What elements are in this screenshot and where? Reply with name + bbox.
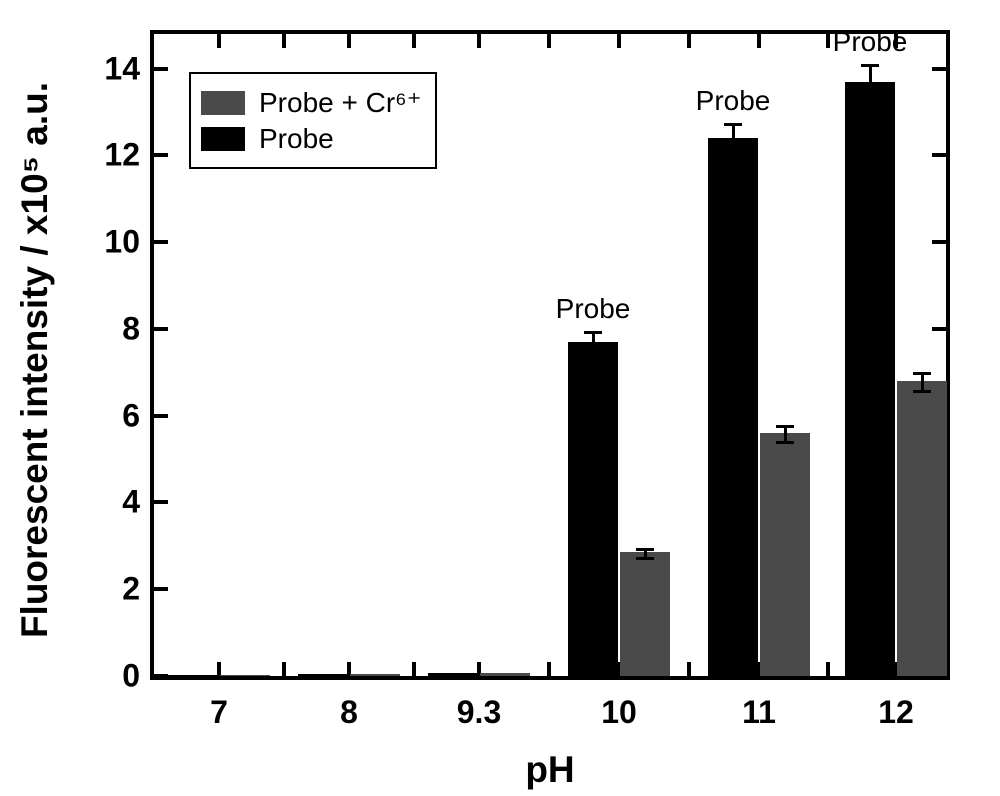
error-bar-cap [776,425,794,428]
y-tick [154,587,168,591]
x-tick [282,34,286,48]
x-tick [547,662,551,676]
x-tick-label: 10 [601,694,637,731]
x-tick [757,34,761,48]
y-tick [154,414,168,418]
y-tick [154,500,168,504]
error-bar-cap [776,441,794,444]
bar-Probe_Cr6 [897,381,947,676]
y-tick-label: 0 [122,658,140,695]
legend-swatch-probe [201,127,245,151]
y-tick-label: 10 [104,224,140,261]
legend-text-cr6: Probe + Cr⁶⁺ [259,86,421,119]
error-bar-cap [724,123,742,126]
x-tick [282,662,286,676]
error-bar-cap [584,353,602,356]
error-bar [732,123,735,153]
y-tick-label: 14 [104,50,140,87]
y-tick-label: 6 [122,397,140,434]
bar-Probe_Cr6 [350,674,400,676]
bar-label: Probe [556,293,631,325]
y-axis-label: Fluorescent intensity / x10⁵ a.u. [14,82,56,638]
bar-Probe_Cr6 [620,552,670,676]
x-tick-label: 12 [878,694,914,731]
y-tick [932,327,946,331]
bar-Probe [428,673,478,676]
y-tick-label: 12 [104,137,140,174]
y-tick [154,240,168,244]
error-bar [869,64,872,99]
y-tick-label: 2 [122,571,140,608]
error-bar-cap [913,372,931,375]
legend-swatch-cr6 [201,91,245,115]
x-tick [687,34,691,48]
y-tick [932,240,946,244]
y-tick [932,67,946,71]
x-axis-label: pH [525,749,574,791]
error-bar-cap [636,557,654,560]
legend-text-probe: Probe [259,123,334,155]
x-tick-label: 9.3 [457,694,501,731]
legend: Probe + Cr⁶⁺ Probe [189,72,437,169]
error-bar-cap [913,390,931,393]
y-tick [154,67,168,71]
error-bar-cap [636,548,654,551]
legend-row: Probe [201,123,421,155]
bar-Probe_Cr6 [220,675,270,676]
y-tick [932,153,946,157]
x-tick [547,34,551,48]
x-tick [412,662,416,676]
bar-Probe [568,342,618,676]
x-tick-label: 11 [742,694,776,731]
x-tick-label: 8 [340,694,358,731]
y-tick-label: 4 [122,484,140,521]
chart-container: Fluorescent intensity / x10⁵ a.u. pH Pro… [0,0,1000,796]
y-tick [154,674,168,678]
x-tick [347,34,351,48]
x-tick [477,34,481,48]
x-tick [217,34,221,48]
error-bar-cap [861,64,879,67]
bar-Probe [845,82,895,676]
y-tick [154,327,168,331]
y-tick-label: 8 [122,310,140,347]
bar-Probe_Cr6 [480,673,530,676]
bar-label: Probe [833,26,908,58]
error-bar-cap [724,153,742,156]
error-bar-cap [861,99,879,102]
x-tick-label: 7 [210,694,228,731]
bar-Probe [298,674,348,676]
bar-Probe [168,675,218,676]
x-tick [826,662,830,676]
error-bar [592,331,595,353]
y-tick [154,153,168,157]
bar-Probe [708,138,758,676]
x-tick [826,34,830,48]
bar-label: Probe [696,85,771,117]
legend-row: Probe + Cr⁶⁺ [201,86,421,119]
x-tick [687,662,691,676]
x-tick [617,34,621,48]
plot-area: Probe + Cr⁶⁺ Probe Probe Probe Probe [150,30,950,680]
x-tick [412,34,416,48]
error-bar-cap [584,331,602,334]
bar-Probe_Cr6 [760,433,810,676]
